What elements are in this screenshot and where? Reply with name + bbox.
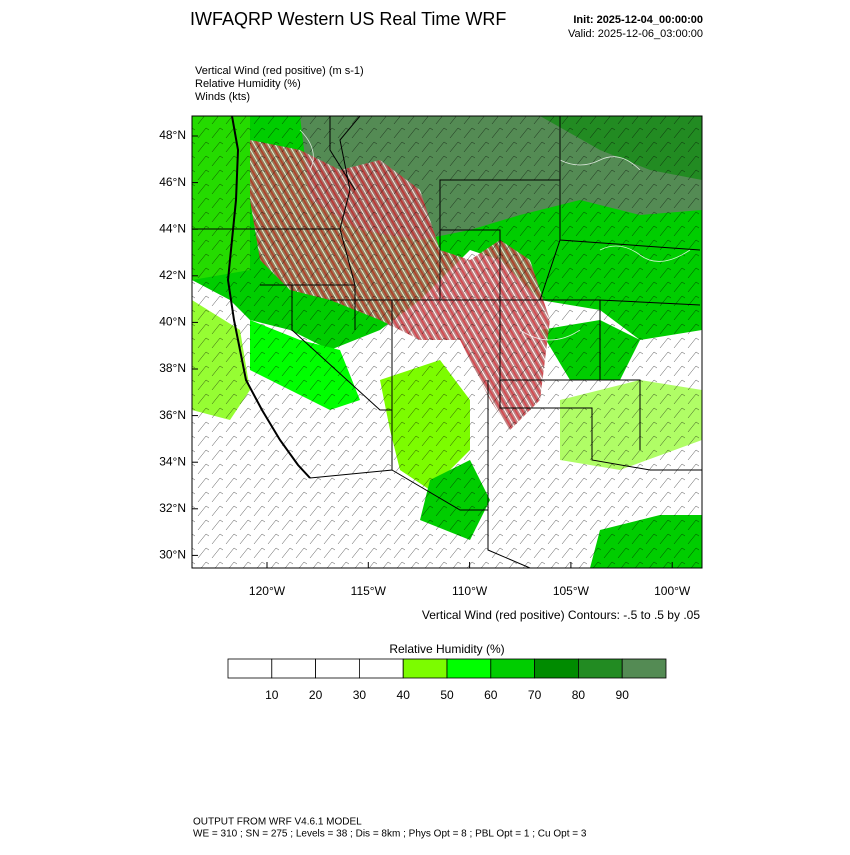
- lat-label: 38°N: [159, 361, 186, 375]
- map-frame: [191, 115, 703, 569]
- colorbar-box: [490, 658, 535, 679]
- colorbar-box: [534, 658, 579, 679]
- state-boundary: [192, 116, 702, 568]
- colorbar-label: 50: [440, 688, 454, 702]
- footer-line: OUTPUT FROM WRF V4.6.1 MODEL: [193, 817, 362, 828]
- field-label: Relative Humidity (%): [195, 78, 301, 90]
- lon-label: 110°W: [452, 584, 488, 598]
- colorbar-box: [446, 658, 492, 679]
- lon-label: 100°W: [654, 584, 691, 598]
- lon-label: 120°W: [249, 584, 286, 598]
- lat-label: 30°N: [159, 548, 186, 562]
- colorbar-box: [315, 658, 360, 679]
- lat-label: 40°N: [159, 315, 186, 329]
- colorbar-label: 60: [484, 688, 498, 702]
- coastline: [226, 116, 311, 479]
- lat-axis: 48°N 46°N 44°N 42°N 40°N 38°N 36°N 34°N 32°N 30°N: [159, 128, 198, 562]
- map: [192, 116, 702, 568]
- title: IWFAQRP Western US Real Time WRF: [190, 9, 506, 29]
- colorbar-box: [271, 658, 316, 679]
- colorbar-label: 30: [353, 688, 367, 702]
- field-label: Vertical Wind (red positive) (m s-1): [195, 65, 364, 77]
- contour-note: Vertical Wind (red positive) Contours: -…: [422, 608, 700, 622]
- colorbar-label: 80: [572, 688, 586, 702]
- lat-label: 42°N: [159, 268, 186, 282]
- lat-label: 46°N: [159, 175, 186, 189]
- lat-label: 48°N: [159, 128, 186, 142]
- lat-label: 44°N: [159, 221, 186, 235]
- colorbar: 10 20 30 40 50 60 70 80 90: [227, 658, 667, 702]
- valid-time: Valid: 2025-12-06_03:00:00: [568, 28, 703, 40]
- colorbar-label: 90: [616, 688, 630, 702]
- contour: [299, 129, 691, 341]
- lat-label: 32°N: [159, 501, 186, 515]
- colorbar-box: [402, 658, 448, 679]
- colorbar-label: 10: [265, 688, 279, 702]
- footer-line: WE = 310 ; SN = 275 ; Levels = 38 ; Dis …: [193, 829, 587, 840]
- wind-barbs: [192, 116, 702, 568]
- colorbar-label: 40: [397, 688, 411, 702]
- colorbar-box: [358, 658, 404, 679]
- init-time: Init: 2025-12-04_00:00:00: [573, 14, 703, 26]
- lon-axis: 120°W 115°W 110°W 105°W 100°W: [249, 562, 691, 598]
- colorbar-box: [621, 658, 667, 679]
- lat-label: 34°N: [159, 454, 186, 468]
- colorbar-label: 70: [528, 688, 542, 702]
- field-label: Winds (kts): [195, 91, 250, 103]
- lat-label: 36°N: [159, 408, 186, 422]
- colorbar-title: Relative Humidity (%): [389, 642, 504, 656]
- lon-label: 115°W: [351, 584, 387, 598]
- colorbar-box: [227, 658, 273, 679]
- colorbar-label: 20: [309, 688, 323, 702]
- colorbar-box: [578, 658, 623, 679]
- lon-label: 105°W: [553, 584, 590, 598]
